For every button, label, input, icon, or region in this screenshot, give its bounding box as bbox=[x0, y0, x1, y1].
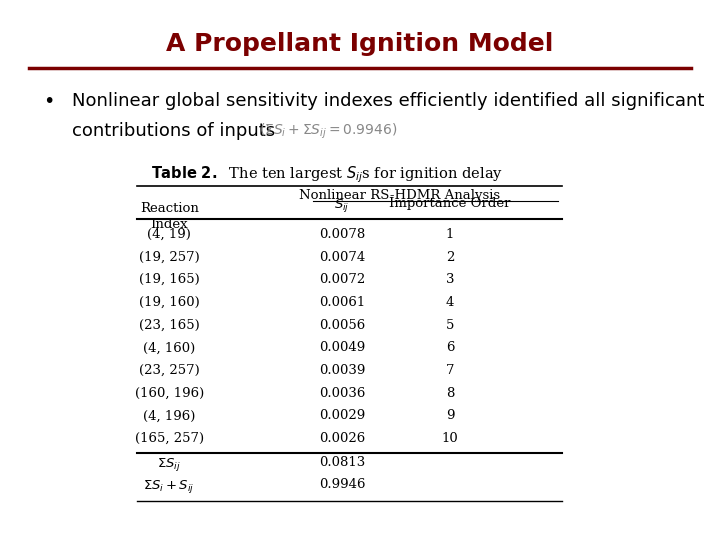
Text: (4, 196): (4, 196) bbox=[143, 409, 195, 422]
Text: 0.0036: 0.0036 bbox=[319, 387, 365, 400]
Text: 5: 5 bbox=[446, 319, 454, 332]
Text: 0.0074: 0.0074 bbox=[319, 251, 365, 264]
Text: 2: 2 bbox=[446, 251, 454, 264]
Text: 0.0026: 0.0026 bbox=[319, 432, 365, 445]
Text: 0.9946: 0.9946 bbox=[319, 478, 365, 491]
Text: $\Sigma S_{ij}$: $\Sigma S_{ij}$ bbox=[157, 456, 181, 472]
Text: 0.0061: 0.0061 bbox=[319, 296, 365, 309]
Text: $(\Sigma S_i + \Sigma S_{ij} = 0.9946)$: $(\Sigma S_i + \Sigma S_{ij} = 0.9946)$ bbox=[259, 122, 397, 141]
Text: 4: 4 bbox=[446, 296, 454, 309]
Text: •: • bbox=[43, 92, 55, 111]
Text: $S_{ij}$: $S_{ij}$ bbox=[334, 197, 350, 214]
Text: (23, 165): (23, 165) bbox=[139, 319, 199, 332]
Text: 0.0078: 0.0078 bbox=[319, 228, 365, 241]
Text: $\mathbf{Table\ 2.}$  The ten largest $S_{ij}$s for ignition delay: $\mathbf{Table\ 2.}$ The ten largest $S_… bbox=[151, 165, 503, 185]
Text: (19, 160): (19, 160) bbox=[139, 296, 199, 309]
Text: 1: 1 bbox=[446, 228, 454, 241]
Text: (19, 165): (19, 165) bbox=[139, 273, 199, 286]
Text: 8: 8 bbox=[446, 387, 454, 400]
Text: $\Sigma S_i + S_{ij}$: $\Sigma S_i + S_{ij}$ bbox=[143, 478, 195, 495]
Text: A Propellant Ignition Model: A Propellant Ignition Model bbox=[166, 32, 554, 56]
Text: 9: 9 bbox=[446, 409, 454, 422]
Text: (165, 257): (165, 257) bbox=[135, 432, 204, 445]
Text: (23, 257): (23, 257) bbox=[139, 364, 199, 377]
Text: 0.0813: 0.0813 bbox=[319, 456, 365, 469]
Text: contributions of inputs: contributions of inputs bbox=[72, 122, 275, 139]
Text: 0.0039: 0.0039 bbox=[319, 364, 365, 377]
Text: Importance Order: Importance Order bbox=[390, 197, 510, 210]
Text: 3: 3 bbox=[446, 273, 454, 286]
Text: (4, 19): (4, 19) bbox=[148, 228, 191, 241]
Text: Nonlinear global sensitivity indexes efficiently identified all significant: Nonlinear global sensitivity indexes eff… bbox=[72, 92, 704, 110]
Text: 10: 10 bbox=[441, 432, 459, 445]
Text: 0.0056: 0.0056 bbox=[319, 319, 365, 332]
Text: 7: 7 bbox=[446, 364, 454, 377]
Text: 0.0049: 0.0049 bbox=[319, 341, 365, 354]
Text: (160, 196): (160, 196) bbox=[135, 387, 204, 400]
Text: 0.0072: 0.0072 bbox=[319, 273, 365, 286]
Text: (4, 160): (4, 160) bbox=[143, 341, 195, 354]
Text: 6: 6 bbox=[446, 341, 454, 354]
Text: Nonlinear RS-HDMR Analysis: Nonlinear RS-HDMR Analysis bbox=[299, 189, 500, 202]
Text: Reaction
Index: Reaction Index bbox=[140, 202, 199, 231]
Text: 0.0029: 0.0029 bbox=[319, 409, 365, 422]
Text: (19, 257): (19, 257) bbox=[139, 251, 199, 264]
